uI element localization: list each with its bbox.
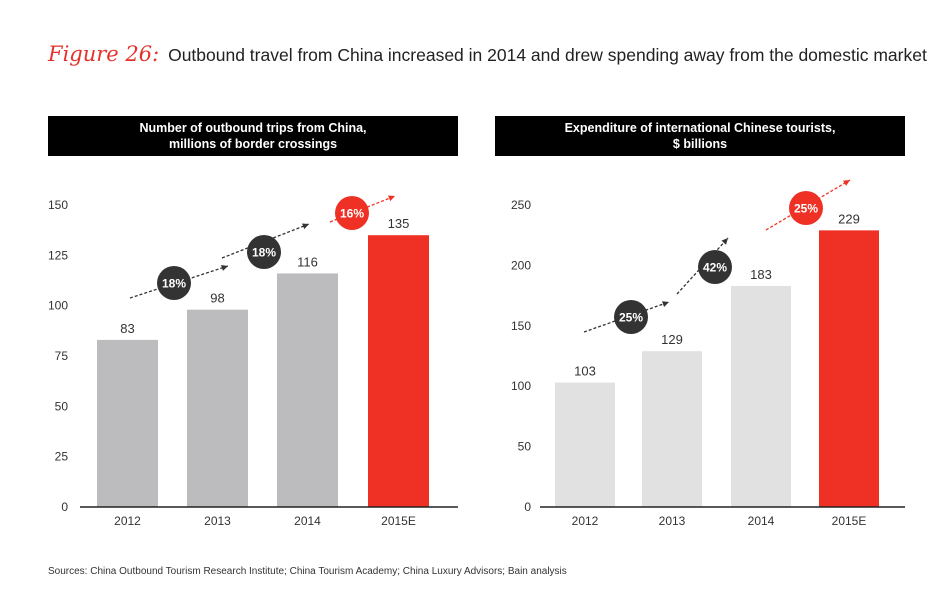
spend-y-tick-label: 200 (511, 258, 531, 272)
spend-bar (731, 285, 791, 507)
spend-y-tick-label: 50 (518, 440, 532, 454)
spend-growth-label: 42% (703, 261, 727, 275)
figure-title: Figure 26: Outbound travel from China in… (48, 42, 927, 66)
spend-category-label: 2015E (832, 514, 867, 528)
outbound-trips-chart: 0 25 50 75 100 125 150 83 2012 98 2013 116 2014 135 20… (48, 195, 458, 528)
spend-value-label: 129 (661, 332, 683, 347)
trips-bar (368, 235, 429, 507)
sources-note: Sources: China Outbound Tourism Research… (48, 566, 567, 577)
trips-category-label: 2013 (204, 514, 231, 528)
figure-title-text: Outbound travel from China increased in … (168, 45, 927, 65)
trips-value-label: 135 (388, 216, 410, 231)
trips-arrowhead (388, 195, 395, 202)
trips-value-label: 83 (120, 321, 134, 336)
trips-value-label: 98 (210, 291, 224, 306)
spend-growth-bubble (614, 300, 648, 334)
spend-value-label: 183 (750, 267, 772, 282)
spend-y-tick-label: 0 (524, 500, 531, 514)
trips-y-tick-label: 75 (55, 349, 69, 363)
spend-growth-label: 25% (619, 311, 643, 325)
trips-bar (277, 273, 338, 507)
spend-growth-label: 25% (794, 202, 818, 216)
trips-bar (187, 309, 248, 507)
trips-category-label: 2014 (294, 514, 321, 528)
trips-y-tick-label: 100 (48, 299, 68, 313)
trips-y-tick-label: 0 (61, 500, 68, 514)
spend-bar (555, 382, 615, 507)
spend-category-label: 2013 (659, 514, 686, 528)
trips-growth-label: 16% (340, 207, 364, 221)
trips-growth-bubble (335, 196, 369, 230)
spend-value-label: 103 (574, 364, 596, 379)
trips-category-label: 2015E (381, 514, 416, 528)
trips-growth-label: 18% (162, 277, 186, 291)
spend-bar (642, 351, 702, 507)
trips-arrowhead (221, 265, 228, 271)
trips-growth-label: 18% (252, 246, 276, 260)
spend-growth-arrow (765, 179, 851, 231)
figure-number: Figure 26: (48, 42, 160, 66)
spend-category-label: 2014 (748, 514, 775, 528)
spend-y-tick-label: 250 (511, 198, 531, 212)
spend-growth-bubble (789, 191, 823, 225)
spend-y-tick-label: 100 (511, 379, 531, 393)
spend-y-tick-label: 150 (511, 319, 531, 333)
tourist-expenditure-chart: 0 50 100 150 200 250 103 2012 129 2013 183 2014 229 2… (511, 179, 905, 528)
left-chart-title-line2: millions of border crossings (168, 137, 338, 151)
trips-bar (97, 339, 158, 507)
trips-y-tick-label: 50 (55, 399, 69, 413)
spend-growth-bubble (698, 250, 732, 284)
spend-value-label: 229 (838, 211, 860, 226)
trips-category-label: 2012 (114, 514, 141, 528)
right-chart-header: Expenditure of international Chinese tou… (495, 116, 905, 156)
spend-bar (819, 230, 879, 508)
spend-arrowhead (843, 180, 850, 186)
trips-y-tick-label: 125 (48, 248, 68, 262)
right-chart-title-line2: $ billions (672, 137, 728, 151)
spend-arrowhead (721, 238, 728, 245)
left-chart-title-line1: Number of outbound trips from China, (139, 121, 367, 135)
trips-growth-bubble (157, 266, 191, 300)
left-chart-header: Number of outbound trips from China, mil… (48, 116, 458, 156)
trips-value-label: 116 (297, 254, 318, 269)
right-chart-title-line1: Expenditure of international Chinese tou… (564, 121, 836, 135)
trips-y-tick-label: 25 (55, 450, 69, 464)
trips-arrowhead (302, 223, 309, 230)
spend-arrowhead (662, 301, 669, 307)
trips-growth-bubble (247, 235, 281, 269)
spend-category-label: 2012 (572, 514, 599, 528)
trips-y-tick-label: 150 (48, 198, 68, 212)
